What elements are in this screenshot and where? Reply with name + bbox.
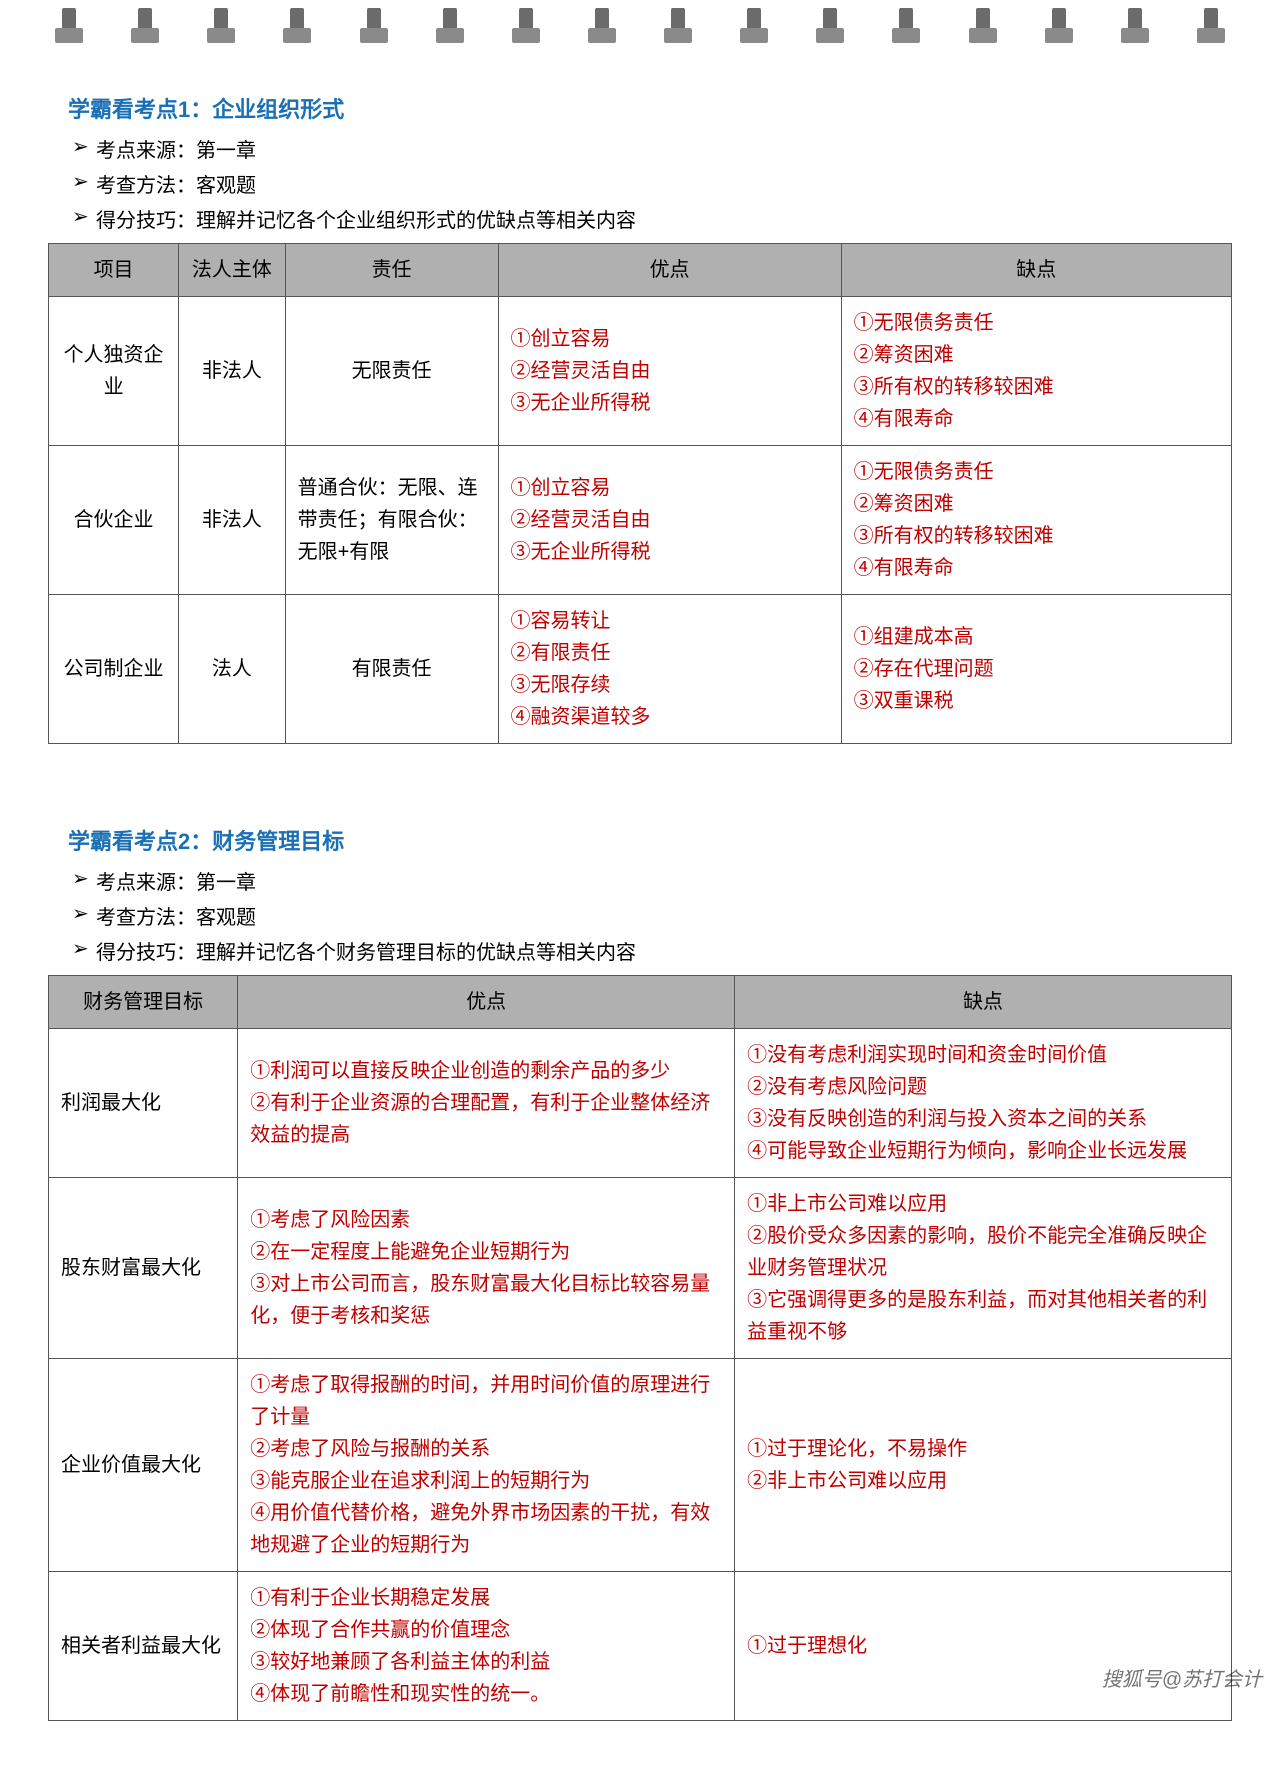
- table-row: 公司制企业法人有限责任①容易转让②有限责任③无限存续④融资渠道较多①组建成本高②…: [49, 595, 1232, 744]
- column-header: 缺点: [735, 976, 1232, 1029]
- table-cell: ①创立容易②经营灵活自由③无企业所得税: [498, 297, 841, 446]
- section-title: 学霸看考点1：企业组织形式: [68, 92, 1232, 124]
- table-cell: ①利润可以直接反映企业创造的剩余产品的多少②有利于企业资源的合理配置，有利于企业…: [238, 1029, 735, 1178]
- spiral-hole: [969, 8, 997, 48]
- column-header: 财务管理目标: [49, 976, 238, 1029]
- meta-item: 得分技巧：理解并记忆各个财务管理目标的优缺点等相关内容: [72, 936, 1232, 965]
- spiral-hole: [283, 8, 311, 48]
- table-cell: ①过于理想化: [735, 1572, 1232, 1721]
- table-cell: 个人独资企业: [49, 297, 179, 446]
- table-cell: ①过于理论化，不易操作②非上市公司难以应用: [735, 1359, 1232, 1572]
- spiral-hole: [131, 8, 159, 48]
- spiral-hole: [512, 8, 540, 48]
- spiral-hole: [55, 8, 83, 48]
- meta-item: 考查方法：客观题: [72, 901, 1232, 930]
- data-table: 项目法人主体责任优点缺点个人独资企业非法人无限责任①创立容易②经营灵活自由③无企…: [48, 243, 1232, 744]
- meta-item: 考点来源：第一章: [72, 866, 1232, 895]
- table-cell: ①无限债务责任②筹资困难③所有权的转移较困难④有限寿命: [841, 297, 1231, 446]
- table-cell: 相关者利益最大化: [49, 1572, 238, 1721]
- table-cell: 非法人: [179, 446, 285, 595]
- table-row: 合伙企业非法人普通合伙：无限、连带责任；有限合伙：无限+有限①创立容易②经营灵活…: [49, 446, 1232, 595]
- column-header: 优点: [238, 976, 735, 1029]
- spiral-hole: [1121, 8, 1149, 48]
- table-cell: ①有利于企业长期稳定发展②体现了合作共赢的价值理念③较好地兼顾了各利益主体的利益…: [238, 1572, 735, 1721]
- spiral-hole: [816, 8, 844, 48]
- meta-item: 考查方法：客观题: [72, 169, 1232, 198]
- table-cell: 无限责任: [285, 297, 498, 446]
- table-row: 个人独资企业非法人无限责任①创立容易②经营灵活自由③无企业所得税①无限债务责任②…: [49, 297, 1232, 446]
- spiral-hole: [1045, 8, 1073, 48]
- table-cell: 公司制企业: [49, 595, 179, 744]
- table-cell: 普通合伙：无限、连带责任；有限合伙：无限+有限: [285, 446, 498, 595]
- table-cell: ①考虑了取得报酬的时间，并用时间价值的原理进行了计量②考虑了风险与报酬的关系③能…: [238, 1359, 735, 1572]
- table-cell: 股东财富最大化: [49, 1178, 238, 1359]
- meta-list: 考点来源：第一章考查方法：客观题得分技巧：理解并记忆各个财务管理目标的优缺点等相…: [48, 866, 1232, 965]
- spiral-hole: [664, 8, 692, 48]
- meta-list: 考点来源：第一章考查方法：客观题得分技巧：理解并记忆各个企业组织形式的优缺点等相…: [48, 134, 1232, 233]
- table-cell: 有限责任: [285, 595, 498, 744]
- table-cell: 法人: [179, 595, 285, 744]
- spiral-binding: [0, 0, 1280, 72]
- column-header: 责任: [285, 244, 498, 297]
- spiral-hole: [1197, 8, 1225, 48]
- table-row: 股东财富最大化①考虑了风险因素②在一定程度上能避免企业短期行为③对上市公司而言，…: [49, 1178, 1232, 1359]
- table-cell: 利润最大化: [49, 1029, 238, 1178]
- table-cell: ①没有考虑利润实现时间和资金时间价值②没有考虑风险问题③没有反映创造的利润与投入…: [735, 1029, 1232, 1178]
- table-cell: ①容易转让②有限责任③无限存续④融资渠道较多: [498, 595, 841, 744]
- spiral-hole: [740, 8, 768, 48]
- table-cell: 合伙企业: [49, 446, 179, 595]
- meta-item: 得分技巧：理解并记忆各个企业组织形式的优缺点等相关内容: [72, 204, 1232, 233]
- column-header: 项目: [49, 244, 179, 297]
- data-table: 财务管理目标优点缺点利润最大化①利润可以直接反映企业创造的剩余产品的多少②有利于…: [48, 975, 1232, 1721]
- column-header: 缺点: [841, 244, 1231, 297]
- table-cell: ①考虑了风险因素②在一定程度上能避免企业短期行为③对上市公司而言，股东财富最大化…: [238, 1178, 735, 1359]
- column-header: 法人主体: [179, 244, 285, 297]
- table-cell: ①无限债务责任②筹资困难③所有权的转移较困难④有限寿命: [841, 446, 1231, 595]
- table-row: 利润最大化①利润可以直接反映企业创造的剩余产品的多少②有利于企业资源的合理配置，…: [49, 1029, 1232, 1178]
- spiral-hole: [360, 8, 388, 48]
- spiral-hole: [436, 8, 464, 48]
- section-title: 学霸看考点2：财务管理目标: [68, 824, 1232, 856]
- spiral-hole: [207, 8, 235, 48]
- table-cell: ①组建成本高②存在代理问题③双重课税: [841, 595, 1231, 744]
- table-cell: 非法人: [179, 297, 285, 446]
- meta-item: 考点来源：第一章: [72, 134, 1232, 163]
- table-row: 企业价值最大化①考虑了取得报酬的时间，并用时间价值的原理进行了计量②考虑了风险与…: [49, 1359, 1232, 1572]
- table-cell: 企业价值最大化: [49, 1359, 238, 1572]
- column-header: 优点: [498, 244, 841, 297]
- table-cell: ①创立容易②经营灵活自由③无企业所得税: [498, 446, 841, 595]
- table-row: 相关者利益最大化①有利于企业长期稳定发展②体现了合作共赢的价值理念③较好地兼顾了…: [49, 1572, 1232, 1721]
- table-cell: ①非上市公司难以应用②股价受众多因素的影响，股价不能完全准确反映企业财务管理状况…: [735, 1178, 1232, 1359]
- spiral-hole: [588, 8, 616, 48]
- page-content: 学霸看考点1：企业组织形式考点来源：第一章考查方法：客观题得分技巧：理解并记忆各…: [0, 92, 1280, 1781]
- spiral-hole: [892, 8, 920, 48]
